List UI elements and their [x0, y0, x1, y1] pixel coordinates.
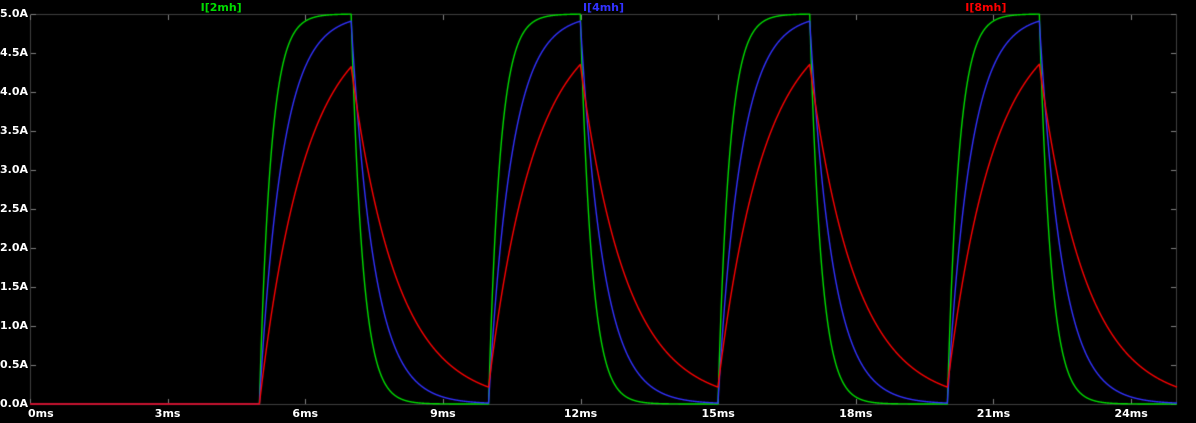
y-tick-label: 2.5A: [0, 202, 28, 215]
x-tick-label: 3ms: [154, 407, 181, 420]
x-tick-label: 12ms: [563, 407, 598, 420]
x-tick-label: 0ms: [28, 407, 54, 420]
x-tick-label: 9ms: [430, 407, 456, 420]
x-tick-label: 6ms: [292, 407, 319, 420]
trace-label-i4mh[interactable]: I[4mh]: [582, 1, 625, 14]
y-tick-label: 0.0A: [0, 397, 28, 410]
x-tick-label: 18ms: [839, 407, 873, 420]
x-tick-label: 21ms: [976, 407, 1011, 420]
y-tick-label: 2.0A: [0, 241, 28, 254]
x-tick-label: 24ms: [1114, 407, 1148, 420]
y-tick-label: 4.5A: [0, 46, 28, 59]
trace-label-i8mh[interactable]: I[8mh]: [965, 1, 1007, 14]
y-tick-label: 5.0A: [0, 7, 28, 20]
y-tick-label: 1.5A: [0, 280, 28, 293]
y-tick-label: 1.0A: [0, 319, 28, 332]
y-tick-label: 3.5A: [0, 124, 28, 137]
y-tick-label: 3.0A: [0, 163, 28, 176]
y-tick-label: 0.5A: [0, 358, 28, 371]
x-tick-label: 15ms: [701, 407, 735, 420]
trace-label-i2mh[interactable]: I[2mh]: [200, 1, 242, 14]
y-tick-label: 4.0A: [0, 85, 28, 98]
